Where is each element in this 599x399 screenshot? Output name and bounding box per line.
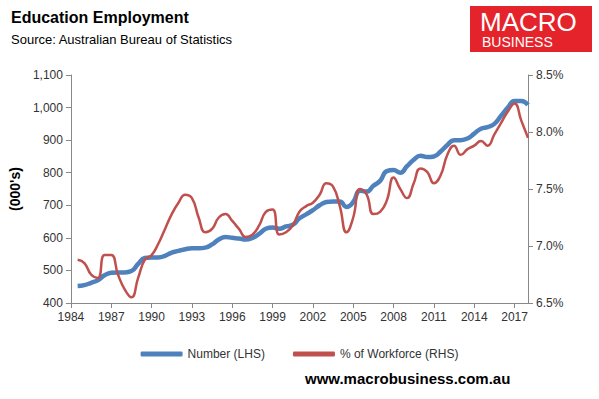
svg-text:600: 600 <box>43 231 63 245</box>
svg-text:2002: 2002 <box>300 310 327 324</box>
svg-text:2005: 2005 <box>340 310 367 324</box>
svg-text:2008: 2008 <box>380 310 407 324</box>
svg-text:6.5%: 6.5% <box>536 296 564 310</box>
svg-text:2011: 2011 <box>421 310 447 324</box>
svg-text:8.5%: 8.5% <box>536 68 564 82</box>
svg-text:% of Workforce (RHS): % of Workforce (RHS) <box>340 347 458 361</box>
svg-text:400: 400 <box>43 296 63 310</box>
svg-text:1987: 1987 <box>98 310 125 324</box>
svg-text:7.5%: 7.5% <box>536 182 564 196</box>
svg-text:Source: Australian Bureau of S: Source: Australian Bureau of Statistics <box>11 32 233 47</box>
svg-text:7.0%: 7.0% <box>536 239 564 253</box>
svg-text:1984: 1984 <box>58 310 85 324</box>
svg-text:Number (LHS): Number (LHS) <box>188 347 265 361</box>
svg-text:500: 500 <box>43 263 63 277</box>
svg-text:2014: 2014 <box>461 310 488 324</box>
svg-text:1,000: 1,000 <box>33 101 63 115</box>
svg-text:BUSINESS: BUSINESS <box>482 34 553 50</box>
svg-text:1996: 1996 <box>219 310 246 324</box>
svg-text:1999: 1999 <box>259 310 286 324</box>
svg-text:1993: 1993 <box>179 310 206 324</box>
svg-text:700: 700 <box>43 198 63 212</box>
svg-text:2017: 2017 <box>501 310 528 324</box>
svg-text:1,100: 1,100 <box>33 68 63 82</box>
svg-text:1990: 1990 <box>138 310 165 324</box>
svg-text:8.0%: 8.0% <box>536 125 564 139</box>
svg-text:www.macrobusiness.com.au: www.macrobusiness.com.au <box>304 370 510 387</box>
svg-text:MACRO: MACRO <box>480 7 577 37</box>
svg-text:900: 900 <box>43 133 63 147</box>
svg-text:Education Employment: Education Employment <box>11 9 189 26</box>
svg-text:800: 800 <box>43 166 63 180</box>
svg-text:(000's): (000's) <box>7 167 23 211</box>
